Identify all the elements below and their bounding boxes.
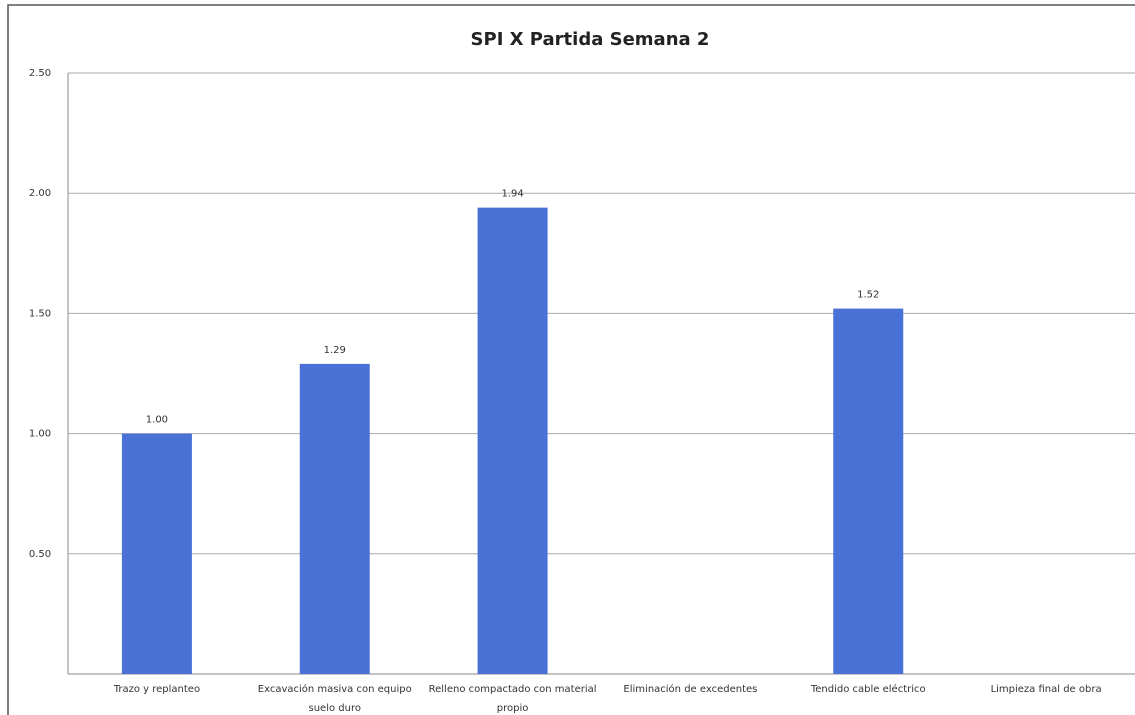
bar [121, 433, 192, 674]
data-label: 1.29 [324, 345, 346, 356]
data-label: 1.52 [857, 290, 879, 301]
y-tick-label: 1.50 [29, 308, 51, 319]
chart-title: SPI X Partida Semana 2 [471, 29, 710, 50]
frame [7, 4, 1135, 715]
x-tick-label: Tendido cable eléctrico [810, 684, 926, 695]
x-tick-label: Trazo y replanteo [113, 684, 201, 695]
x-tick-label: Eliminación de excedentes [623, 684, 758, 695]
bar [477, 207, 548, 674]
y-tick-label: 1.00 [29, 429, 51, 440]
y-tick-label: 2.00 [29, 188, 51, 199]
data-label: 1.94 [501, 189, 523, 200]
bar [833, 308, 904, 674]
bar [299, 363, 370, 674]
x-tick-label: Relleno compactado con material propio [428, 684, 597, 714]
x-tick-label: Excavación masiva con equipo suelo duro [257, 684, 412, 714]
y-tick-label: 2.50 [29, 68, 51, 79]
data-label: 1.00 [146, 415, 168, 426]
y-tick-label: 0.50 [29, 549, 51, 560]
x-tick-label: Limpieza final de obra [990, 684, 1102, 695]
